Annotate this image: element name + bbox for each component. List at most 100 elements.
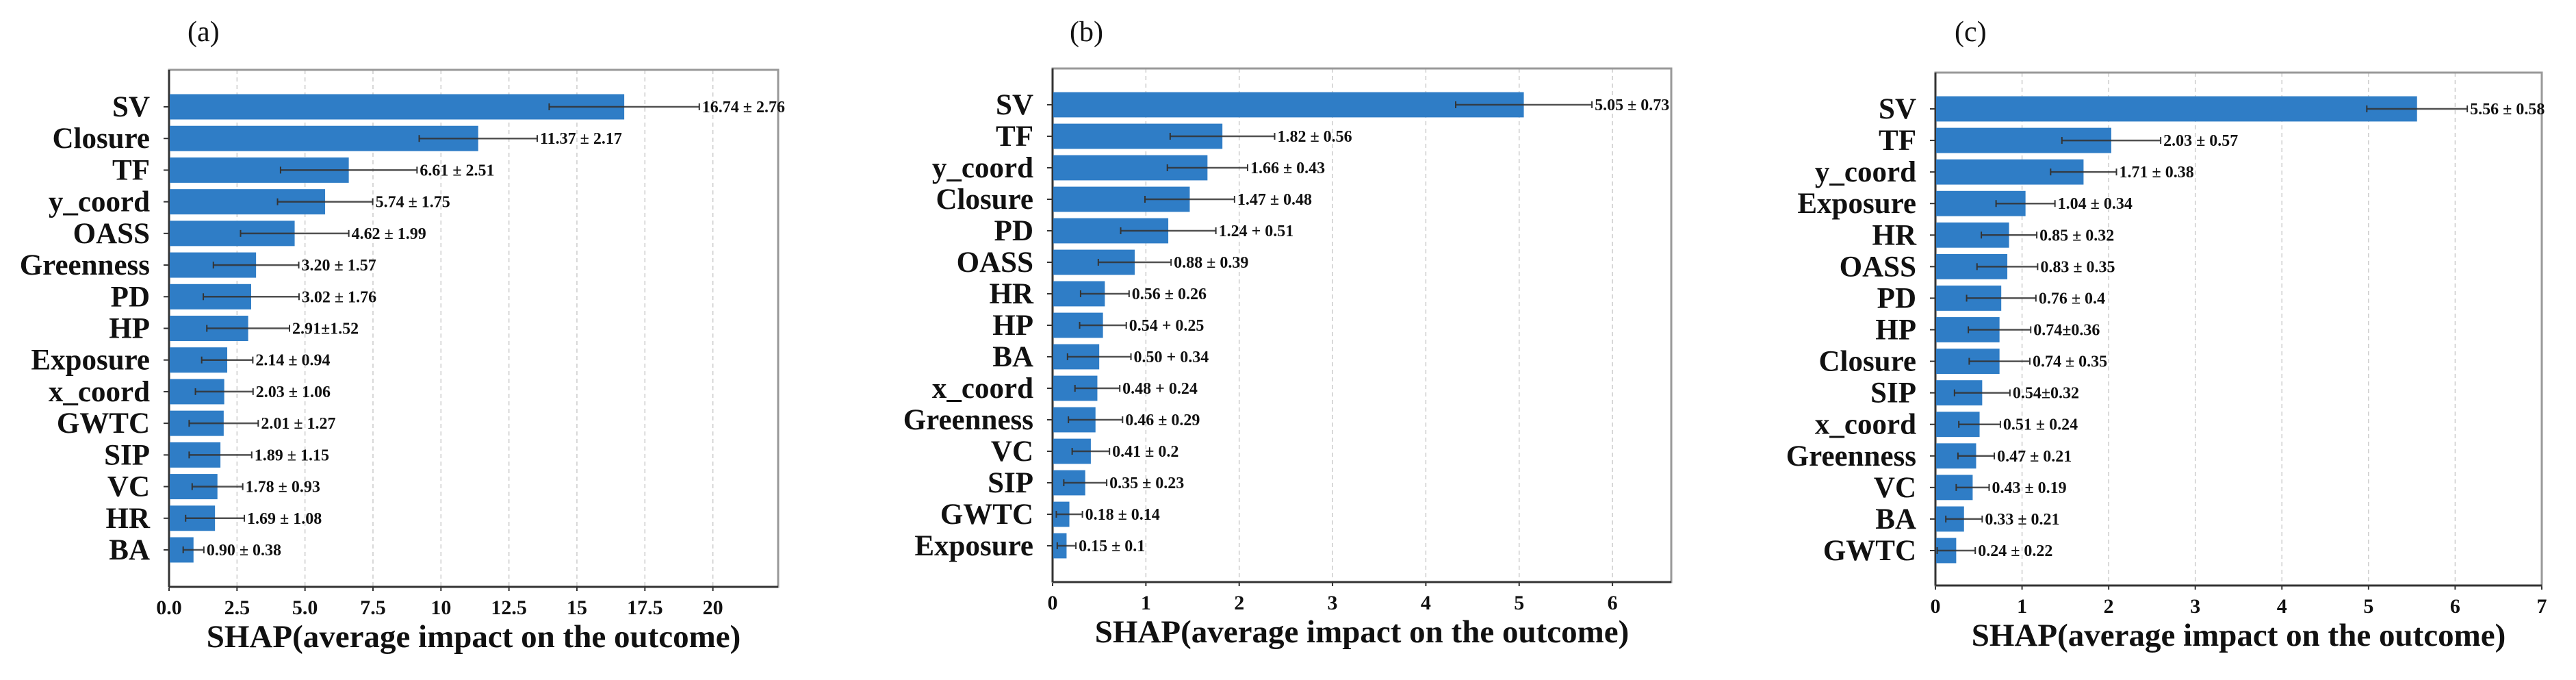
value-label: 3.20 ± 1.57 [302,257,376,275]
panel-label: (a) [188,16,220,48]
y-tick-label: y_coord [1815,156,1916,188]
value-label: 0.47 ± 0.21 [1997,448,2072,466]
y-tick-label: Exposure [31,344,150,377]
y-tick-label: OASS [1840,251,1916,283]
x-tick-label: 2 [2104,595,2114,618]
x-tick-label: 5.0 [292,596,318,619]
y-tick-label: VC [107,471,150,503]
value-label: 2.03 ± 1.06 [256,383,331,401]
x-tick-label: 10 [430,596,451,619]
y-tick-label: Greenness [903,404,1033,436]
y-tick-label: TF [1879,125,1916,157]
value-label: 0.24 ± 0.22 [1978,542,2052,560]
value-label: 5.56 ± 0.58 [2470,101,2545,118]
x-axis-label: SHAP(average impact on the outcome) [1972,618,2506,653]
value-label: 1.69 ± 1.08 [247,510,322,528]
bar-sv [1936,96,2417,122]
value-label: 1.04 ± 0.34 [2058,195,2133,213]
value-label: 1.71 ± 0.38 [2120,164,2194,181]
panel-a: (a) 0.0 2.5 5.0 7.5 10 12.5 15 17.5 20 SV 16.74 ± 2… [20,16,785,655]
y-tick-label: Closure [1818,346,1916,378]
y-tick-label: HP [992,310,1033,342]
y-tick-label: HP [109,313,150,345]
x-tick-label: 1 [1141,592,1151,614]
value-label: 0.83 ± 0.35 [2040,258,2115,276]
value-label: 1.47 ± 0.48 [1237,191,1312,209]
value-label: 1.66 ± 0.43 [1250,160,1325,177]
y-tick-label: PD [1877,282,1916,314]
bar-sv [170,94,625,120]
y-tick-label: GWTC [1823,535,1916,567]
y-tick-label: SV [1879,93,1916,125]
bar-sv [1053,92,1524,118]
value-label: 5.05 ± 0.73 [1595,97,1669,114]
value-label: 1.24 + 0.51 [1219,223,1294,240]
value-label: 2.91±1.52 [292,320,359,338]
x-tick-label: 20 [703,596,723,619]
x-tick-label: 17.5 [627,596,663,619]
y-tick-label: GWTC [57,407,150,440]
value-label: 1.82 ± 0.56 [1278,128,1352,146]
x-tick-label: 7 [2537,595,2547,618]
y-tick-label: Exposure [1797,188,1916,220]
panel-label: (b) [1070,16,1103,48]
y-tick-label: x_coord [49,376,150,408]
x-tick-label: 0.0 [156,596,182,619]
y-tick-label: TF [996,121,1033,153]
y-tick-label: PD [994,215,1033,247]
value-label: 0.50 + 0.34 [1134,349,1209,366]
y-tick-label: HR [1872,219,1917,251]
y-tick-label: HP [1875,314,1916,347]
y-tick-label: TF [112,154,150,186]
y-tick-label: BA [109,534,150,566]
y-tick-label: SIP [988,467,1033,499]
value-label: 2.14 ± 0.94 [255,352,330,370]
y-tick-label: VC [1874,472,1916,504]
x-tick-label: 3 [1328,592,1338,614]
value-label: 2.03 ± 0.57 [2163,132,2238,150]
value-label: 0.35 ± 0.23 [1109,475,1184,492]
value-label: 6.61 ± 2.51 [420,162,494,179]
x-tick-label: 7.5 [360,596,386,619]
y-tick-label: PD [111,281,150,313]
value-label: 0.15 ± 0.1 [1079,538,1145,555]
x-tick-label: 4 [2277,595,2287,618]
x-tick-label: 1 [2017,595,2027,618]
y-tick-label: Greenness [1786,440,1916,473]
value-label: 0.56 ± 0.26 [1132,286,1207,303]
value-label: 0.76 ± 0.4 [2039,290,2105,307]
y-tick-label: OASS [957,247,1033,279]
x-tick-label: 3 [2190,595,2200,618]
y-tick-label: SIP [1870,377,1916,410]
x-tick-label: 5 [2363,595,2373,618]
value-label: 5.74 ± 1.75 [376,194,450,212]
panel-c: (c) 0 1 2 3 4 5 6 7 SV 5.56 ± 0.58 TF 2.03 ± 0.57 y_c… [1786,16,2547,653]
x-tick-label: 2.5 [224,596,250,619]
value-label: 0.85 ± 0.32 [2039,227,2114,244]
y-tick-label: OASS [73,218,150,250]
y-tick-label: x_coord [932,373,1033,405]
value-label: 0.41 ± 0.2 [1112,443,1178,461]
y-tick-label: Greenness [20,249,150,281]
y-tick-label: Closure [52,123,150,155]
x-tick-label: 6 [1608,592,1618,614]
x-tick-label: 2 [1234,592,1244,614]
y-tick-label: Exposure [914,530,1033,562]
y-tick-label: GWTC [940,499,1033,531]
y-tick-label: SV [996,89,1033,121]
x-tick-label: 0 [1048,592,1058,614]
x-tick-label: 5 [1514,592,1524,614]
y-tick-label: BA [992,341,1033,373]
y-tick-label: HR [106,503,151,535]
x-tick-label: 12.5 [491,596,527,619]
value-label: 0.90 ± 0.38 [207,542,281,559]
x-axis-label: SHAP(average impact on the outcome) [1095,614,1630,650]
value-label: 11.37 ± 2.17 [540,130,622,148]
y-tick-label: x_coord [1815,409,1916,441]
value-label: 0.74 ± 0.35 [2033,353,2107,371]
value-label: 0.48 + 0.24 [1122,380,1198,398]
value-label: 0.46 ± 0.29 [1125,412,1200,429]
value-label: 3.02 ± 1.76 [302,288,376,306]
x-tick-label: 15 [567,596,587,619]
